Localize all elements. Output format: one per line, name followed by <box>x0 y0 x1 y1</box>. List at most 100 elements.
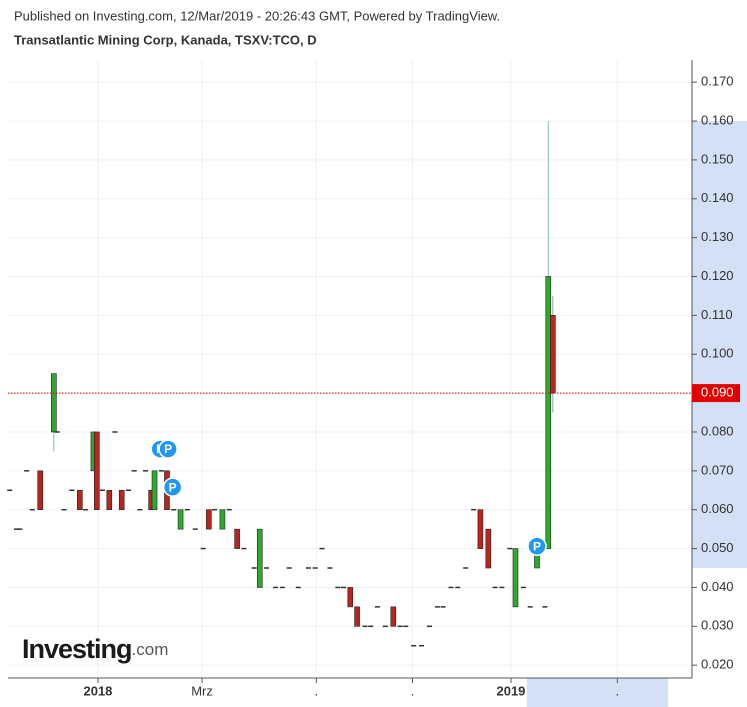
y-tick-label: 0.030 <box>701 618 734 633</box>
candle-body <box>426 625 432 628</box>
candle-body <box>477 509 484 549</box>
candle-body <box>340 586 346 589</box>
candle-body <box>327 567 333 569</box>
candle-body <box>171 508 177 511</box>
candle-body <box>455 586 461 589</box>
candle-body <box>137 508 143 511</box>
candle-body <box>219 509 226 530</box>
candle-body <box>368 625 374 628</box>
y-tick-label: 0.160 <box>701 112 734 127</box>
candle-body <box>241 547 247 550</box>
candle-body <box>397 625 403 628</box>
candle-body <box>212 508 218 511</box>
candle-body <box>295 586 301 589</box>
y-tick-label: 0.040 <box>701 579 734 594</box>
candle-body <box>69 489 75 492</box>
candle-body <box>234 528 240 549</box>
candle-body <box>77 489 83 511</box>
candle-body <box>99 489 105 492</box>
y-tick-label: 0.080 <box>701 423 734 438</box>
y-tick-label: 0.140 <box>701 190 734 205</box>
candle-body <box>184 508 190 511</box>
candle-body <box>499 586 505 589</box>
candle-body <box>83 508 89 511</box>
candle-body <box>158 470 164 472</box>
event-marker <box>527 536 547 556</box>
candle-body <box>419 644 425 647</box>
candle-body <box>24 470 30 472</box>
candle-body <box>51 373 57 433</box>
candle-body <box>94 431 100 511</box>
candle-body <box>273 586 279 589</box>
candle-body <box>550 315 556 394</box>
candle-body <box>527 606 533 608</box>
candle-body <box>507 547 513 550</box>
candle-body <box>226 508 232 511</box>
candle-body <box>362 625 368 628</box>
candle-body <box>485 528 492 569</box>
candle-body <box>305 567 311 569</box>
candle-body <box>131 470 137 472</box>
last-price-label: 0.090 <box>701 385 734 400</box>
candle-body <box>61 508 67 511</box>
candle-body <box>13 528 19 530</box>
candle-body <box>264 567 270 569</box>
candle-body <box>126 489 132 492</box>
candle-body <box>319 547 325 550</box>
candle-body <box>374 606 380 608</box>
candle-body <box>206 509 212 530</box>
last-price-box <box>692 384 740 403</box>
candle-body <box>354 606 360 627</box>
candle-body <box>118 489 125 511</box>
candle-body <box>390 606 397 627</box>
candle-body <box>177 509 184 530</box>
candle-body <box>142 470 148 472</box>
event-marker <box>162 477 183 497</box>
candle-body <box>106 489 113 511</box>
candle-body <box>17 528 23 530</box>
x-tick-label: . <box>411 683 415 698</box>
y-tick-label: 0.020 <box>701 657 734 672</box>
event-marker-label: P <box>169 480 177 494</box>
candle-body <box>512 548 519 608</box>
candle-body <box>192 528 198 530</box>
candle-body <box>312 567 318 569</box>
x-axis-highlight <box>526 678 669 707</box>
candle-body <box>54 431 60 433</box>
candle-body <box>37 470 44 511</box>
y-tick-label: 0.060 <box>701 501 734 516</box>
candle-body <box>256 528 263 588</box>
y-tick-label: 0.130 <box>701 229 734 244</box>
candle-body <box>7 489 13 492</box>
logo-name: Investing <box>22 634 132 664</box>
candle-body <box>347 587 354 608</box>
candle-body <box>411 644 417 647</box>
y-tick-label: 0.050 <box>701 540 734 555</box>
candle-body <box>520 586 526 589</box>
logo: Investing.com <box>22 634 168 664</box>
candle-body <box>434 606 440 608</box>
event-marker-label: P <box>164 442 172 456</box>
y-tick-label: 0.110 <box>701 307 733 322</box>
candle-body <box>492 586 498 589</box>
x-tick-label: . <box>616 683 620 698</box>
y-tick-label: 0.150 <box>701 151 734 166</box>
candle-body <box>279 586 285 589</box>
symbol-title: Transatlantic Mining Corp, Kanada, TSXV:… <box>14 32 317 47</box>
candle-body <box>112 431 118 433</box>
candle-body <box>403 625 409 628</box>
published-note: Published on Investing.com, 12/Mar/2019 … <box>14 8 500 23</box>
logo-suffix: .com <box>132 640 169 659</box>
candle-body <box>448 586 454 589</box>
candle-body <box>251 567 257 569</box>
plot-area: 0.020 0.030 0.040 0.050 0.060 0.070 0.080 0.090… <box>7 60 747 707</box>
candle-body <box>545 276 552 549</box>
y-tick-label: 0.170 <box>701 74 734 89</box>
event-marker <box>158 439 178 459</box>
candle-body <box>335 586 341 589</box>
candle-body <box>29 508 35 511</box>
x-tick-label: 2018 <box>83 683 112 698</box>
candle-body <box>542 606 548 608</box>
candle-body <box>200 547 206 550</box>
